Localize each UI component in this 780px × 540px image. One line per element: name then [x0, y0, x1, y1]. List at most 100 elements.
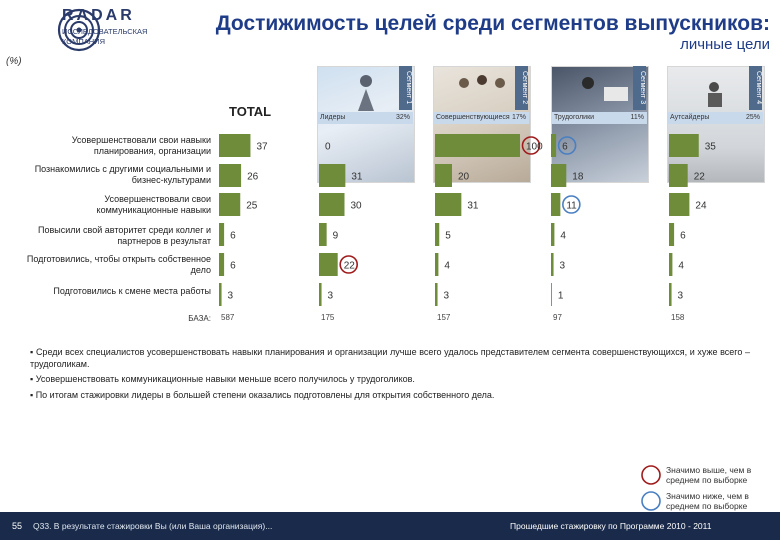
unit-label: (%)	[6, 56, 22, 67]
data-label: 5	[445, 231, 451, 242]
segment-header: Трудоголики 11%	[551, 112, 647, 124]
bar	[669, 253, 673, 276]
bullet-icon: ▪	[30, 390, 36, 400]
base-value: 587	[221, 313, 235, 322]
significant-low-marker	[562, 195, 581, 214]
bar	[219, 283, 222, 306]
base-value: 97	[553, 313, 562, 322]
base-value: 158	[671, 313, 685, 322]
legend-low-icon	[641, 491, 661, 511]
segment-tag: Сегмент 4	[749, 66, 762, 110]
logo-subtitle: ИССЛЕДОВАТЕЛЬСКАЯ	[62, 27, 148, 36]
data-label: 3	[444, 291, 450, 302]
bar	[435, 193, 462, 216]
category-label: Повысили свой авторитет среди коллег и па…	[38, 225, 211, 246]
data-label: 25	[246, 201, 258, 212]
significant-high-marker	[339, 255, 359, 274]
segment-header: Аутсайдеры 25%	[667, 112, 763, 124]
data-label: 3	[228, 291, 234, 302]
logo-subtitle: КОМПАНИЯ	[62, 37, 105, 46]
segment-photo	[433, 66, 531, 183]
bar	[435, 253, 439, 276]
segment-name: Трудоголики	[554, 114, 595, 121]
people-group-icon	[459, 75, 505, 88]
footer-caption: Прошедшие стажировку по Программе 2010 -…	[510, 521, 712, 531]
data-label: 4	[678, 261, 684, 272]
bullet-icon: ▪	[30, 347, 36, 357]
segment-header: Лидеры 32%	[317, 112, 413, 124]
workaholic-icon	[582, 77, 628, 101]
total-column-title: TOTAL	[229, 104, 272, 119]
data-label: 30	[351, 201, 363, 212]
data-label: 6	[680, 231, 686, 242]
bar	[435, 223, 440, 246]
segment-share: 17%	[511, 114, 526, 121]
note-item: ▪ Среди всех специалистов усовершенствов…	[30, 347, 750, 369]
segment-name: Лидеры	[320, 114, 346, 121]
segment-share: 11%	[630, 114, 645, 121]
bar	[435, 283, 438, 306]
data-label: 31	[467, 201, 479, 212]
bar	[219, 253, 225, 276]
base-label: БАЗА:	[188, 314, 211, 323]
base-value: 157	[437, 313, 451, 322]
segment-tag: Сегмент 1	[399, 66, 412, 110]
page-title: Достижимость целей среди сегментов выпус…	[215, 12, 770, 35]
data-label: 6	[230, 231, 236, 242]
bar	[551, 253, 554, 276]
data-label: 26	[247, 172, 259, 183]
segment-header: Совершенствующиеся 17%	[433, 112, 529, 124]
person-icon	[358, 75, 374, 111]
legend-high-icon	[641, 465, 661, 485]
data-label: 6	[230, 261, 236, 272]
segment-share: 32%	[395, 114, 410, 121]
bar	[219, 134, 251, 157]
data-label: 3	[328, 291, 334, 302]
segment-share: 25%	[745, 114, 760, 121]
legend-low-label: Значимо ниже, чем в среднем по выборке	[666, 491, 749, 511]
category-label: Подготовились к смене места работы	[53, 286, 211, 296]
page-number: 55	[12, 521, 23, 531]
page-subtitle: личные цели	[680, 36, 770, 53]
category-label: Подготовились, чтобы открыть собственное…	[26, 254, 211, 275]
bar	[551, 283, 552, 306]
category-label: Усовершенствовали свои навыки планировани…	[71, 135, 211, 156]
bar	[319, 223, 327, 246]
data-label: 24	[695, 201, 707, 212]
question-text: Q33. В результате стажировки Вы (или Ваш…	[33, 521, 273, 531]
data-label: 37	[256, 142, 268, 153]
segment-name: Аутсайдеры	[670, 114, 710, 121]
segment-photo	[667, 66, 765, 183]
bar	[551, 223, 555, 246]
bar	[219, 193, 241, 216]
bar	[669, 283, 672, 306]
logo-wordmark: RADAR	[62, 7, 135, 24]
category-label: Усовершенствовали свои коммуникационные н…	[96, 194, 211, 215]
data-label: 1	[558, 291, 564, 302]
bar	[669, 223, 675, 246]
category-label: Познакомились с другими социальными и биз…	[34, 164, 211, 185]
person-sitting-icon	[708, 82, 722, 107]
segment-name: Совершенствующиеся	[436, 114, 510, 121]
legend-high-label: Значимо выше, чем в среднем по выборке	[666, 465, 752, 485]
data-label: 11	[566, 201, 577, 212]
segment-tag: Сегмент 3	[633, 66, 646, 110]
data-label: 4	[560, 231, 566, 242]
bar	[319, 283, 322, 306]
bar	[669, 193, 690, 216]
bullet-icon: ▪	[30, 374, 36, 384]
bar	[219, 164, 242, 187]
data-label: 3	[560, 261, 566, 272]
data-label: 9	[333, 231, 339, 242]
data-label: 4	[444, 261, 450, 272]
bar	[319, 193, 345, 216]
data-label: 22	[344, 261, 356, 272]
data-label: 3	[678, 291, 684, 302]
segment-photo	[317, 66, 415, 183]
base-value: 175	[321, 313, 335, 322]
bar	[319, 253, 338, 276]
note-item: ▪ Усовершенствовать коммуникационные нав…	[30, 374, 415, 384]
segment-tag: Сегмент 2	[515, 66, 528, 110]
bar	[219, 223, 225, 246]
segment-photo	[551, 66, 649, 183]
